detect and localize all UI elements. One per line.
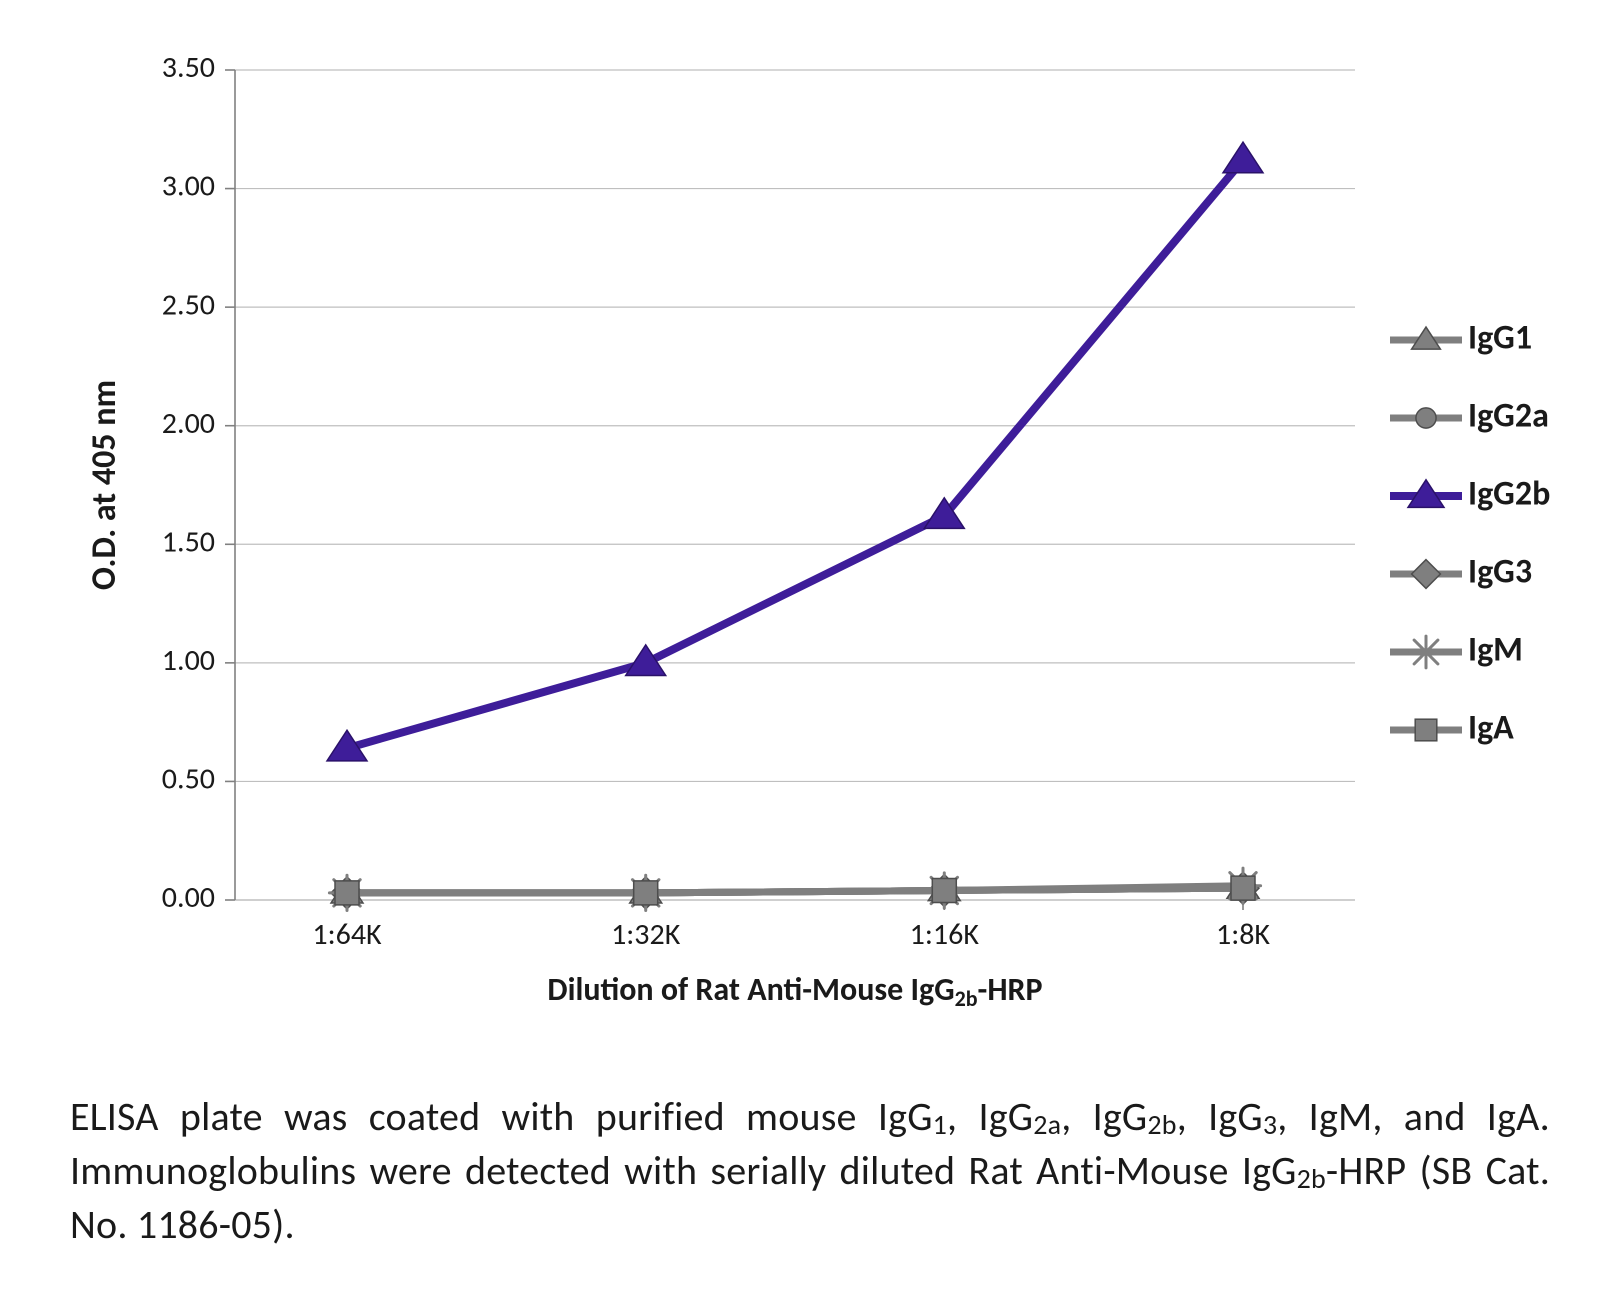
svg-text:1:8K: 1:8K (1216, 916, 1270, 953)
svg-text:1.50: 1.50 (162, 523, 215, 560)
y-axis-label: O.D. at 405 nm (84, 380, 125, 590)
svg-text:IgG3: IgG3 (1468, 551, 1532, 592)
svg-text:IgA: IgA (1468, 707, 1514, 748)
svg-text:1:32K: 1:32K (611, 916, 681, 953)
svg-text:IgG1: IgG1 (1468, 317, 1532, 358)
svg-text:0.50: 0.50 (162, 761, 215, 798)
svg-text:3.50: 3.50 (162, 49, 215, 86)
svg-text:1:64K: 1:64K (312, 916, 382, 953)
svg-text:IgG2b: IgG2b (1468, 473, 1550, 514)
page: 0.00 0.50 1.00 1.50 2.00 2.50 3.00 3.50 1:64K 1:3… (0, 0, 1620, 1306)
line-chart: 0.00 0.50 1.00 1.50 2.00 2.50 3.00 3.50 1:64K 1:3… (60, 30, 1620, 1090)
svg-text:2.50: 2.50 (162, 286, 215, 323)
svg-text:3.00: 3.00 (162, 168, 215, 205)
svg-text:1.00: 1.00 (162, 642, 215, 679)
svg-text:0.00: 0.00 (162, 879, 215, 916)
chart-container: 0.00 0.50 1.00 1.50 2.00 2.50 3.00 3.50 1:64K 1:3… (60, 30, 1560, 1090)
svg-text:IgG2a: IgG2a (1468, 395, 1549, 436)
figure-caption: ELISA plate was coated with purified mou… (60, 1090, 1560, 1252)
svg-text:2.00: 2.00 (162, 405, 215, 442)
svg-text:1:16K: 1:16K (910, 916, 980, 953)
svg-text:IgM: IgM (1468, 629, 1523, 670)
